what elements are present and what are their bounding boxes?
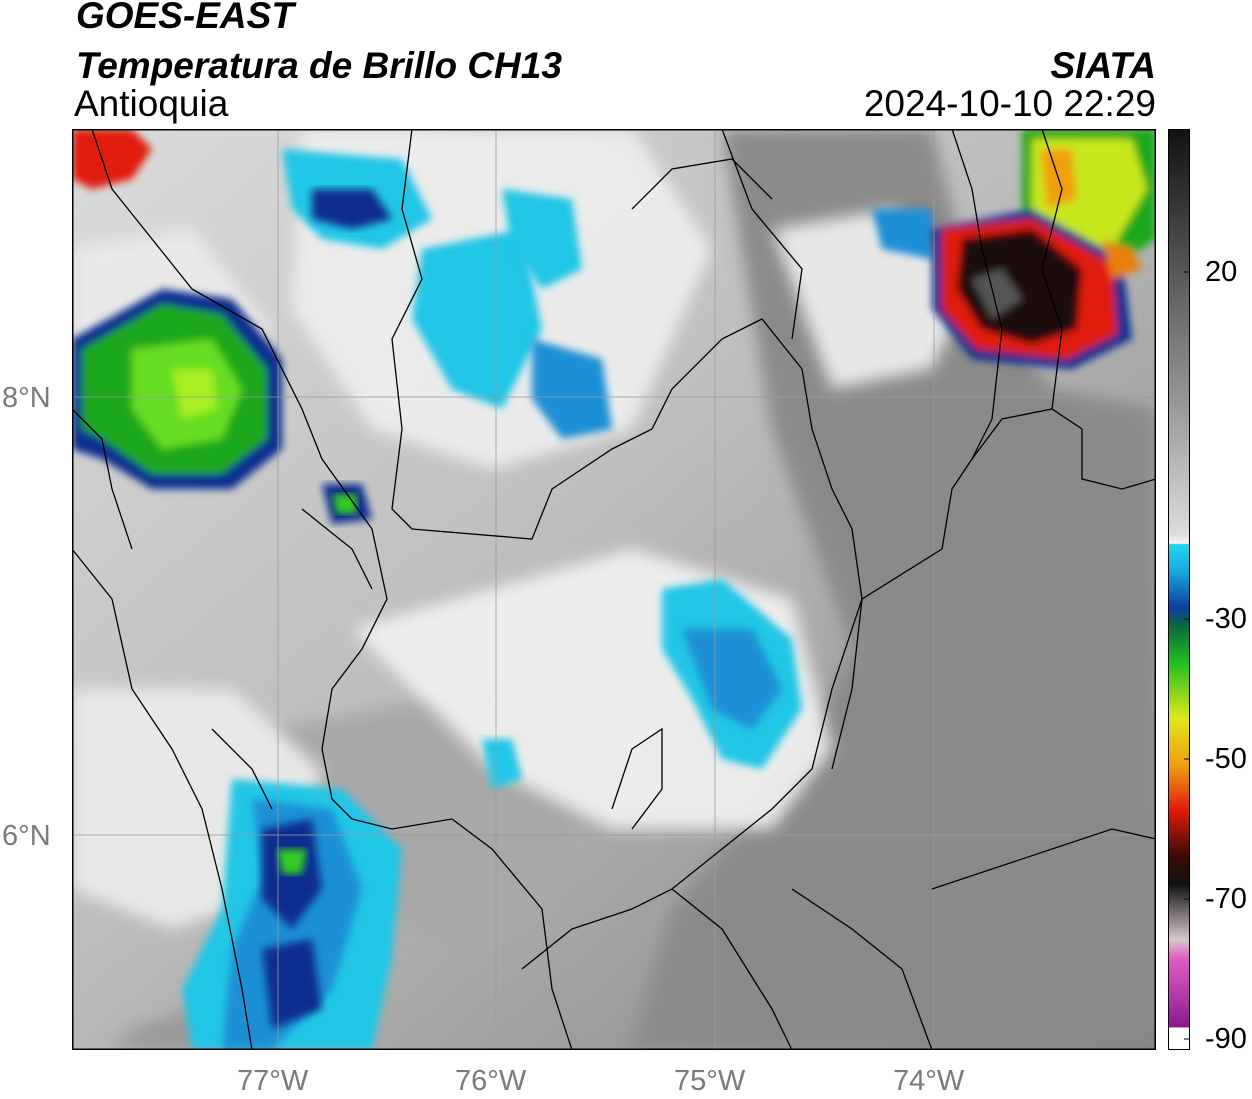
cold-cloud-cells [182,149,932,1050]
region-label: Antioquia [74,83,229,124]
colorbar [1168,129,1190,1050]
cb-label-m70: -70 [1205,883,1247,915]
lat-tick-8n: 8°N [2,382,51,414]
satellite-map [72,129,1156,1050]
colorbar-frame [1168,129,1190,1050]
organization-label: SIATA [1050,45,1156,86]
lat-tick-6n: 6°N [2,820,51,852]
lon-tick-75w: 75°W [674,1065,746,1097]
graticule [72,129,1156,1050]
west-storm-cell [72,129,282,489]
boundaries [72,129,1156,1050]
cb-label-m50: -50 [1205,743,1247,775]
lon-tick-77w: 77°W [237,1065,309,1097]
product-title: Temperatura de Brillo CH13 [76,45,562,86]
lon-tick-74w: 74°W [893,1065,965,1097]
colorbar-gradient [1168,129,1190,1050]
lon-tick-76w: 76°W [455,1065,527,1097]
cb-label-m90: -90 [1205,1023,1247,1055]
northeast-storm-cell [932,129,1156,369]
satellite-title: GOES-EAST [76,0,294,36]
cb-label-20: 20 [1205,256,1238,288]
map-frame [72,129,1156,1050]
cb-label-m30: -30 [1205,603,1247,635]
datetime-label: 2024-10-10 22:29 [863,83,1156,124]
